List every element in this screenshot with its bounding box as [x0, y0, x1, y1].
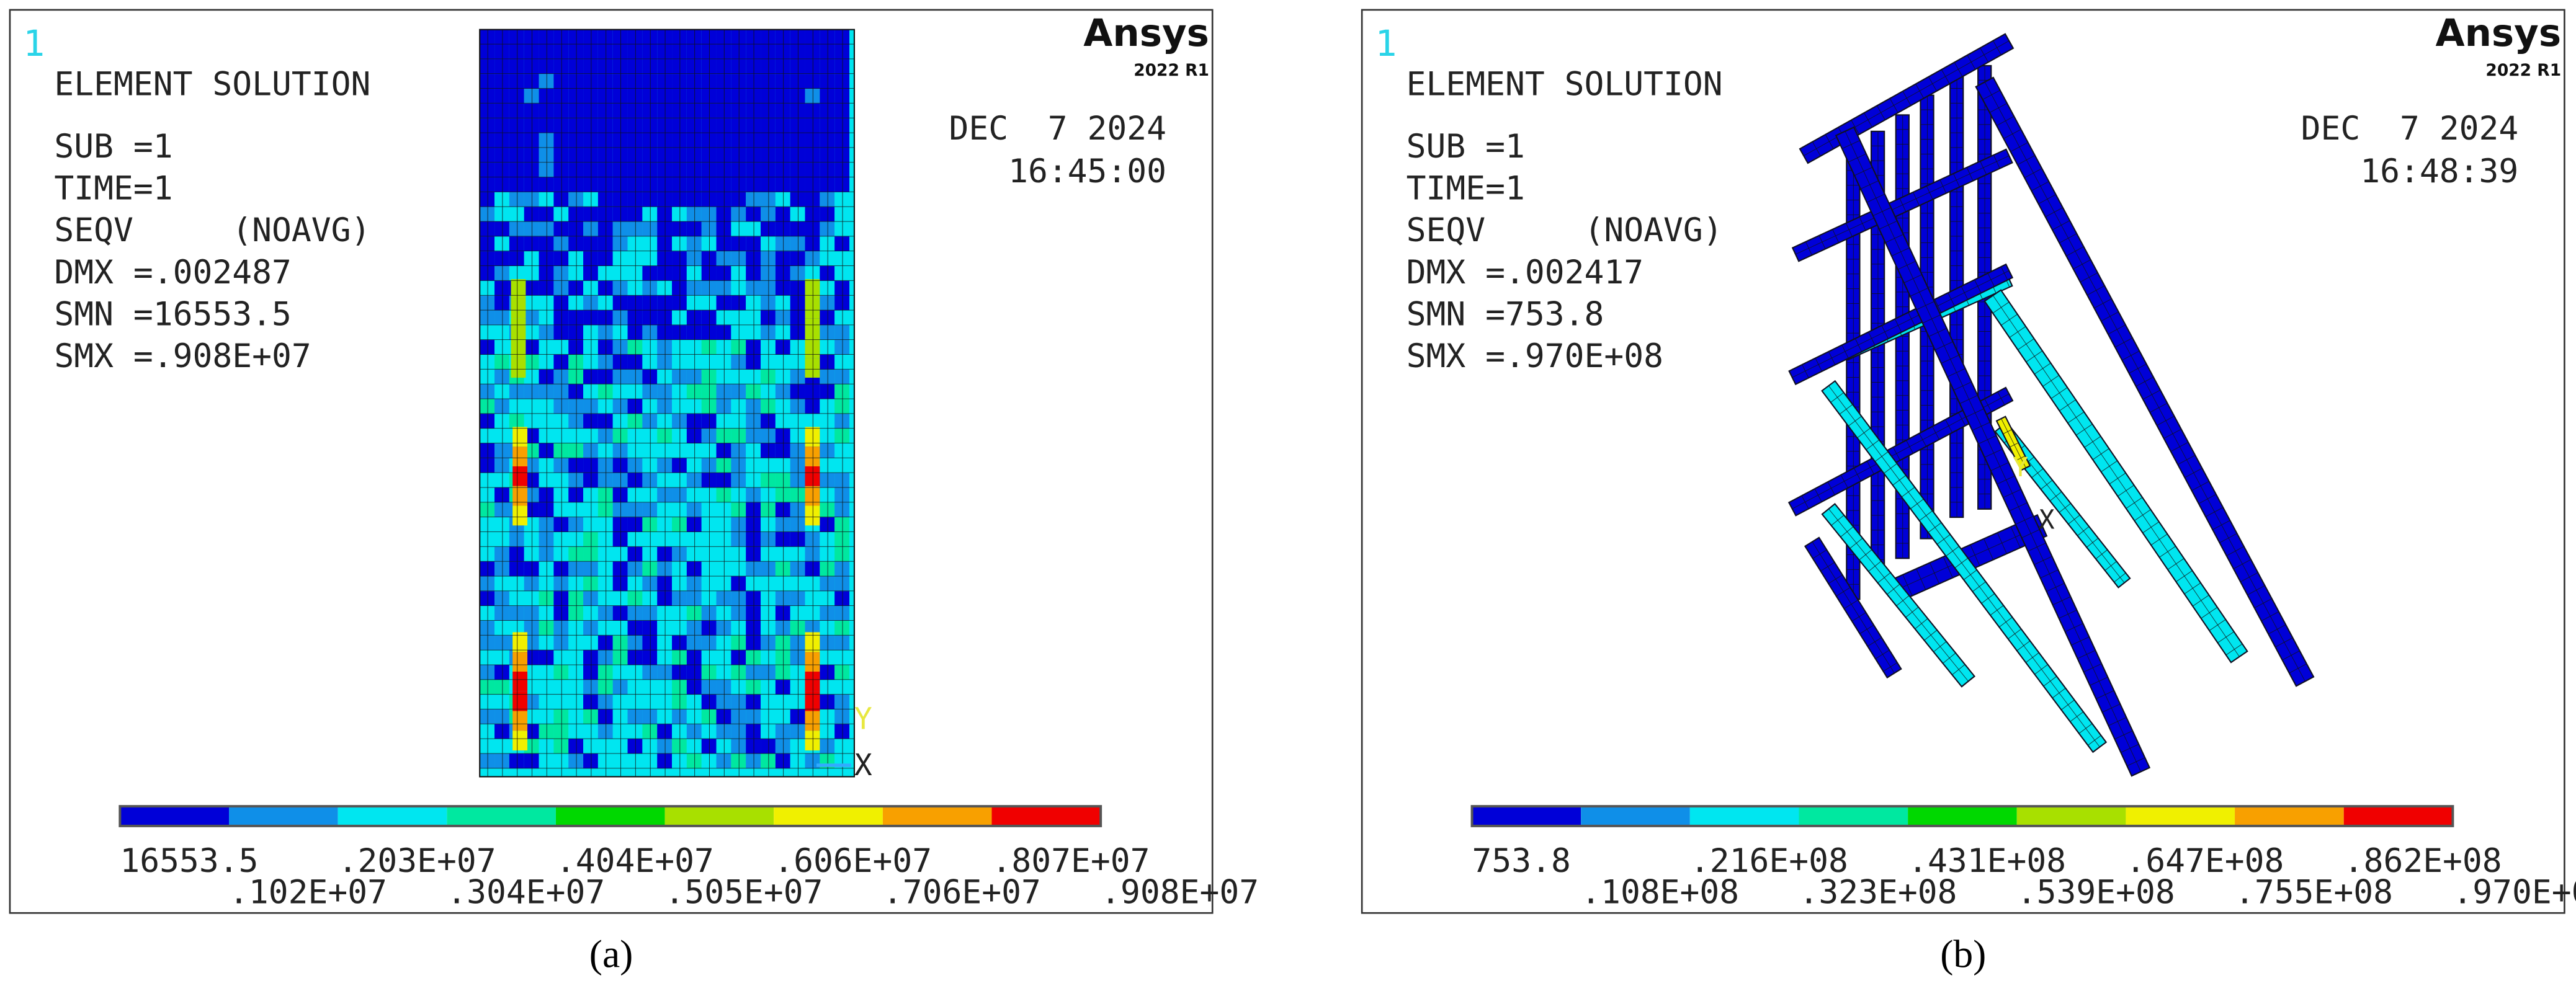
axis-x: X	[2039, 505, 2055, 535]
beam-mesh	[1791, 148, 2013, 262]
date: DEC 7 2024	[949, 110, 1166, 148]
info-line: SUB =1	[1407, 128, 1525, 166]
heading: ELEMENT SOLUTION	[54, 66, 370, 104]
legend-swatch	[664, 806, 774, 826]
legend-label: .216E+08	[1690, 842, 1848, 880]
legend-label: .102E+07	[229, 873, 387, 911]
legend-swatch	[882, 806, 992, 826]
logo: Ansys	[1083, 11, 1209, 55]
legend-swatch	[120, 806, 229, 826]
version: 2022 R1	[2485, 61, 2561, 80]
info-line: SMN =753.8	[1407, 295, 1604, 333]
legend-label: .431E+08	[1908, 842, 2066, 880]
legend-label: .539E+08	[2017, 873, 2175, 911]
legend-label: .807E+07	[991, 842, 1150, 880]
logo: Ansys	[2435, 11, 2561, 55]
info-line: SEQV (NOAVG)	[54, 211, 370, 249]
legend-label: .647E+08	[2126, 842, 2284, 880]
legend-swatch	[774, 806, 883, 826]
legend-swatch	[2343, 806, 2453, 826]
beam-mesh	[1804, 536, 1902, 679]
legend-swatch	[2016, 806, 2126, 826]
beam-mesh	[1995, 416, 2031, 471]
info-line: SMX =.908E+07	[54, 337, 311, 375]
axis-x: X	[854, 749, 872, 783]
info-line: TIME=1	[54, 170, 172, 208]
legend-swatch	[1799, 806, 1908, 826]
beam-mesh	[1788, 263, 2014, 386]
info-line: SMX =.970E+08	[1407, 337, 1663, 375]
beam-mesh	[1821, 503, 1976, 688]
beam-mesh	[1821, 380, 2108, 753]
legend-label: .908E+07	[1101, 873, 1259, 911]
info-line: SUB =1	[54, 128, 172, 166]
info-line: SMN =16553.5	[54, 295, 291, 333]
info-line: DMX =.002487	[54, 254, 291, 291]
legend-swatch	[991, 806, 1101, 826]
legend-label: .862E+08	[2344, 842, 2502, 880]
heading: ELEMENT SOLUTION	[1407, 66, 1723, 104]
legend-swatch	[1472, 806, 1581, 826]
legend-label: 753.8	[1472, 842, 1571, 880]
legend-swatch	[338, 806, 447, 826]
legend-swatch	[555, 806, 665, 826]
caption: (b)	[1940, 932, 1986, 976]
legend-label: .304E+07	[447, 873, 605, 911]
beam-mesh	[1787, 386, 2014, 517]
legend-label: .323E+08	[1799, 873, 1957, 911]
model-mesh	[479, 29, 856, 778]
legend-label: .108E+08	[1581, 873, 1739, 911]
legend-frame	[119, 805, 1102, 827]
info-line: SEQV (NOAVG)	[1407, 211, 1723, 249]
legend-label: .706E+07	[883, 873, 1041, 911]
legend-label: .755E+08	[2235, 873, 2393, 911]
window-number: 1	[1375, 22, 1397, 64]
beam-mesh	[1975, 76, 2315, 687]
info-line: DMX =.002417	[1407, 254, 1644, 291]
legend-swatch	[1908, 806, 2017, 826]
legend-swatch	[1689, 806, 1799, 826]
legend-swatch	[2235, 806, 2344, 826]
legend-label: .606E+07	[774, 842, 932, 880]
legend-frame	[1470, 805, 2454, 827]
beam-mesh	[1983, 289, 2248, 664]
legend-swatch	[447, 806, 556, 826]
axis-y: Y	[854, 703, 872, 737]
axis-y: Y	[2013, 452, 2029, 482]
legend-label: .203E+07	[338, 842, 496, 880]
legend-swatch	[1581, 806, 1690, 826]
version: 2022 R1	[1134, 61, 1209, 80]
time: 16:45:00	[1008, 153, 1166, 190]
legend-label: 16553.5	[120, 842, 258, 880]
date: DEC 7 2024	[2301, 110, 2519, 148]
caption: (a)	[589, 932, 633, 976]
time: 16:48:39	[2360, 153, 2518, 190]
legend-swatch	[2126, 806, 2235, 826]
beam-mesh	[1835, 126, 2151, 777]
legend-swatch	[228, 806, 338, 826]
legend-label: .404E+07	[556, 842, 714, 880]
legend-label: .970E+08	[2453, 873, 2576, 911]
info-line: TIME=1	[1407, 170, 1525, 208]
window-number: 1	[23, 22, 45, 64]
legend-label: .505E+07	[665, 873, 823, 911]
